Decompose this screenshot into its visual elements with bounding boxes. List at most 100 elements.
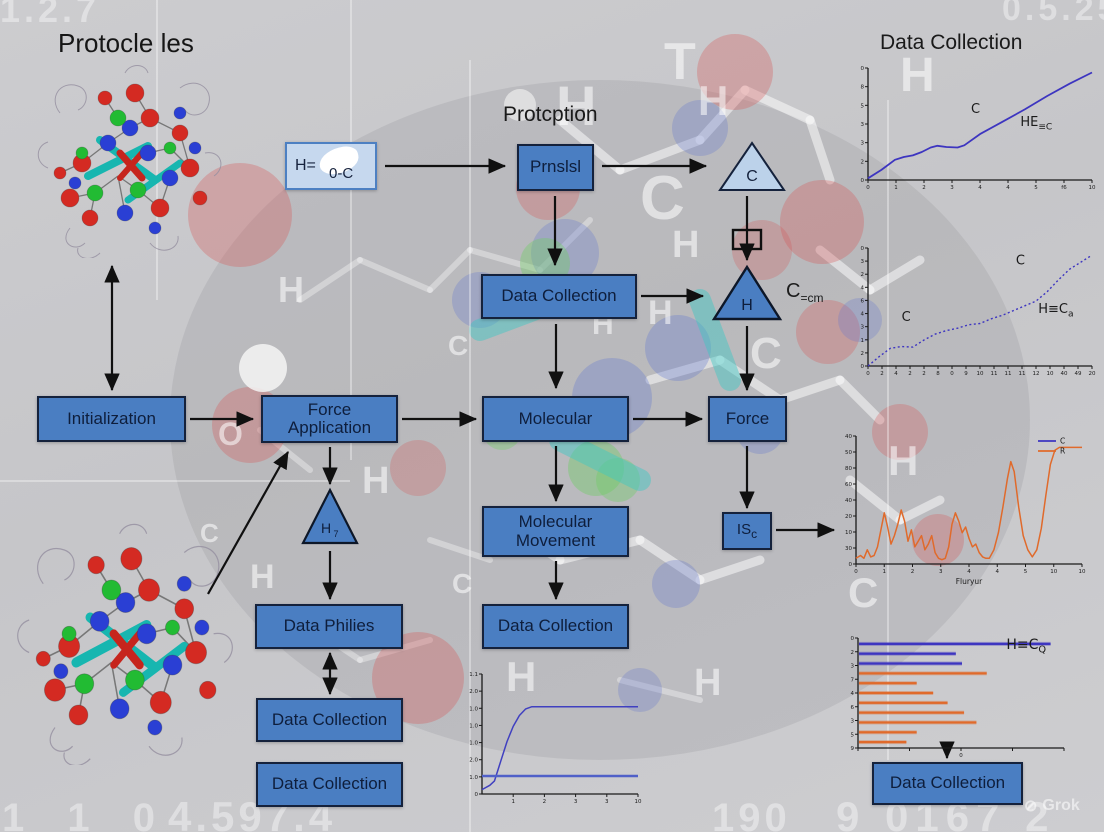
bg-letter: H	[694, 662, 722, 704]
chart-sigmoid: 0 1.0 2.0 1.0 1.0 1.0 2.0 1.1 1 2 3 3 10	[462, 668, 644, 808]
triangle-h-label: H	[741, 297, 753, 314]
svg-text:5: 5	[861, 103, 865, 109]
triangle-h7-label: H	[321, 520, 331, 536]
svg-text:1: 1	[883, 569, 887, 575]
svg-text:40: 40	[845, 498, 852, 504]
bg-letter: H	[672, 224, 700, 266]
svg-text:9: 9	[964, 371, 968, 377]
svg-text:20: 20	[1089, 371, 1096, 377]
svg-text:3: 3	[851, 719, 855, 725]
bg-letter: H	[900, 49, 935, 102]
svg-text:R: R	[1060, 447, 1065, 456]
svg-text:49: 49	[1075, 371, 1082, 377]
svg-text:f6: f6	[1061, 185, 1067, 191]
chart-data-collection-line: 0 2 3 3 5 8 0 0 1 2 3 4 4 5 f6 10 C HE≡C	[852, 62, 1098, 194]
svg-text:12: 12	[1033, 371, 1040, 377]
formula-right: 0-C	[329, 165, 354, 182]
flow-box-force-application: Force Application	[261, 395, 398, 443]
bg-letter: H	[648, 294, 673, 332]
title-protocols: Protocle les	[58, 28, 194, 58]
svg-text:10: 10	[845, 530, 852, 536]
chart-horizontal-bars: 9 5 3 6 4 7 3 2 0 0 H≡CQ	[842, 632, 1070, 762]
svg-text:0: 0	[861, 178, 865, 184]
is-sub-label: c	[751, 526, 758, 541]
svg-text:0: 0	[950, 371, 954, 377]
triangle-h: H	[711, 264, 783, 321]
svg-text:10: 10	[1047, 371, 1054, 377]
svg-text:60: 60	[845, 482, 852, 488]
svg-text:3: 3	[861, 141, 865, 147]
slash-circle-icon: ⊘	[1024, 798, 1038, 815]
svg-text:2: 2	[543, 799, 547, 805]
corner-mark-top-right: 0.5.25	[1002, 0, 1104, 28]
svg-text:3: 3	[861, 259, 865, 265]
svg-text:1.0: 1.0	[469, 723, 478, 729]
svg-text:3: 3	[861, 122, 865, 128]
svg-text:40: 40	[1061, 371, 1068, 377]
svg-text:9: 9	[851, 746, 855, 752]
flow-box-prnslsl: Prnslsl	[517, 144, 594, 191]
svg-text:10: 10	[1089, 185, 1096, 191]
svg-text:4: 4	[967, 569, 971, 575]
flow-box-molecular: Molecular	[482, 396, 629, 442]
corner-mark-bottom-right-a: 190	[712, 796, 791, 832]
svg-text:2: 2	[861, 351, 865, 357]
flow-box-data-collection-bottom: Data Collection	[872, 762, 1023, 805]
svg-text:C: C	[971, 102, 980, 117]
flow-box-data-collection-mid: Data Collection	[482, 604, 629, 649]
svg-text:0: 0	[861, 364, 865, 370]
svg-text:40: 40	[845, 434, 852, 440]
bg-letter: C	[640, 164, 685, 233]
svg-text:0: 0	[861, 246, 865, 252]
grok-label: Grok	[1042, 797, 1080, 814]
svg-text:2: 2	[922, 371, 926, 377]
corner-mark-top-left: 1.2.7	[0, 0, 101, 30]
svg-text:10: 10	[977, 371, 984, 377]
svg-text:2: 2	[922, 185, 926, 191]
svg-text:10: 10	[1050, 569, 1057, 575]
bg-letter: H	[506, 653, 537, 700]
svg-text:1.0: 1.0	[469, 706, 478, 712]
bg-letter: H	[698, 77, 729, 124]
flow-box-is: ISc	[722, 512, 772, 550]
c-cm-sub: =cm	[800, 291, 824, 305]
svg-text:0: 0	[851, 636, 855, 642]
svg-text:3: 3	[851, 664, 855, 670]
svg-text:2.0: 2.0	[469, 758, 478, 764]
svg-text:6: 6	[851, 705, 855, 711]
c-cm-main: C	[786, 280, 801, 302]
svg-text:4: 4	[861, 285, 865, 291]
svg-text:Fluryur: Fluryur	[956, 577, 983, 586]
svg-text:10: 10	[1079, 569, 1086, 575]
svg-text:0: 0	[475, 792, 479, 798]
bg-letter: H	[888, 437, 919, 484]
svg-text:80: 80	[845, 466, 852, 472]
svg-text:2: 2	[908, 371, 912, 377]
svg-text:30: 30	[845, 546, 852, 552]
bg-letter: C	[200, 518, 219, 548]
svg-text:5: 5	[851, 732, 855, 738]
svg-text:3: 3	[950, 185, 954, 191]
flow-box-molecular-movement: Molecular Movement	[482, 506, 629, 557]
svg-text:2: 2	[851, 650, 855, 656]
bg-letter: H	[556, 74, 597, 137]
svg-text:1: 1	[511, 799, 515, 805]
svg-text:1.1: 1.1	[469, 672, 478, 678]
svg-text:4: 4	[894, 371, 898, 377]
svg-text:2.0: 2.0	[469, 689, 478, 695]
svg-text:1: 1	[894, 185, 898, 191]
flow-box-initialization: Initialization	[37, 396, 186, 442]
connector-symbol	[731, 228, 763, 251]
svg-text:4: 4	[996, 569, 1000, 575]
svg-text:11: 11	[991, 371, 998, 377]
svg-text:2: 2	[861, 159, 865, 165]
svg-text:HE≡C: HE≡C	[1020, 115, 1052, 132]
svg-text:4: 4	[861, 312, 865, 318]
svg-text:H≡Ca: H≡Ca	[1038, 302, 1073, 320]
svg-text:1: 1	[861, 338, 865, 344]
svg-text:2: 2	[880, 371, 884, 377]
svg-text:0: 0	[866, 371, 870, 377]
svg-text:1.0: 1.0	[469, 741, 478, 747]
